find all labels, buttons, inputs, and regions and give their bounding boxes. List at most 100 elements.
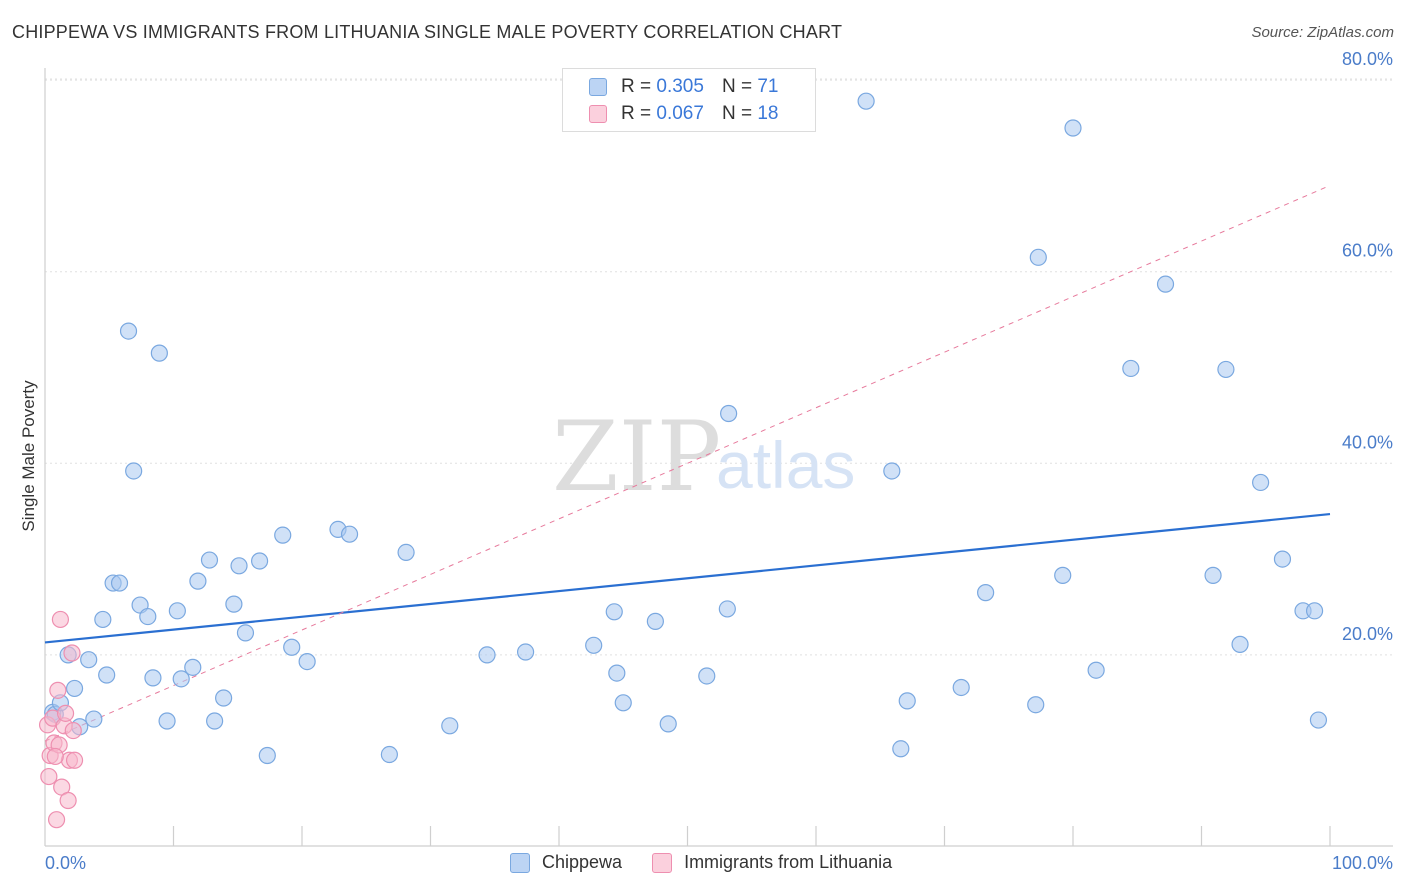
gridlines xyxy=(45,78,1393,656)
point-chippewa xyxy=(110,574,129,592)
point-lithuania xyxy=(63,644,81,662)
point-chippewa xyxy=(1231,635,1249,653)
point-chippewa xyxy=(605,603,623,621)
point-chippewa xyxy=(720,404,738,423)
point-lithuania xyxy=(59,791,77,810)
point-chippewa xyxy=(698,667,716,685)
watermark-zip: ZIP xyxy=(552,401,721,513)
y-tick-label: 40.0% xyxy=(1342,432,1393,452)
point-lithuania xyxy=(56,704,75,722)
point-chippewa xyxy=(1273,550,1292,568)
legend-n-value: 71 xyxy=(757,76,779,97)
point-chippewa xyxy=(1309,711,1328,729)
point-chippewa xyxy=(258,746,276,765)
chart-source: Source: ZipAtlas.com xyxy=(1251,24,1394,41)
point-chippewa xyxy=(441,717,459,735)
correlation-legend: R = 0.305 N = 71 R = 0.067 N = 18 xyxy=(562,68,816,132)
point-chippewa xyxy=(892,740,910,758)
point-chippewa xyxy=(1204,566,1222,584)
point-chippewa xyxy=(1029,248,1047,266)
point-chippewa xyxy=(189,572,207,590)
point-chippewa xyxy=(646,612,664,630)
point-chippewa xyxy=(1217,360,1235,379)
y-tick-label: 80.0% xyxy=(1342,49,1393,69)
data-points xyxy=(38,92,1328,829)
point-chippewa xyxy=(144,669,162,687)
legend-item-chippewa[interactable]: Chippewa xyxy=(510,852,622,873)
watermark-atlas: atlas xyxy=(716,428,855,502)
y-tick-label: 20.0% xyxy=(1342,624,1393,644)
point-chippewa xyxy=(65,679,84,698)
point-chippewa xyxy=(298,653,316,671)
point-chippewa xyxy=(1064,119,1082,137)
legend-r-value: 0.067 xyxy=(656,103,704,124)
legend-label-lithuania: Immigrants from Lithuania xyxy=(684,852,893,872)
point-chippewa xyxy=(172,670,190,688)
point-chippewa xyxy=(898,692,916,710)
point-chippewa xyxy=(1305,602,1324,620)
point-chippewa xyxy=(80,651,98,669)
legend-swatch-chippewa xyxy=(589,78,607,96)
point-chippewa xyxy=(200,551,219,569)
point-chippewa xyxy=(397,543,415,561)
point-chippewa xyxy=(98,666,116,684)
series-legend: Chippewa Immigrants from Lithuania xyxy=(510,852,922,873)
point-chippewa xyxy=(119,322,138,340)
legend-label-chippewa: Chippewa xyxy=(542,852,623,872)
point-chippewa xyxy=(158,712,176,730)
point-chippewa xyxy=(250,552,269,570)
point-lithuania xyxy=(65,751,84,769)
legend-n-label: N = xyxy=(721,76,753,97)
point-chippewa xyxy=(614,694,632,712)
x-tick-label: 100.0% xyxy=(1332,853,1393,873)
point-chippewa xyxy=(274,526,292,544)
watermark: ZIP atlas xyxy=(552,401,855,513)
point-chippewa xyxy=(236,624,255,642)
y-tick-label: 60.0% xyxy=(1342,241,1393,261)
point-chippewa xyxy=(608,664,626,682)
point-chippewa xyxy=(85,710,103,728)
trend-line-lithuania xyxy=(44,185,1331,742)
legend-row-chippewa: R = 0.305 N = 71 xyxy=(589,75,778,99)
point-lithuania xyxy=(40,767,58,786)
tick-labels: 20.0% 40.0% 60.0% 80.0% 0.0% 100.0% xyxy=(45,49,1393,873)
y-axis-label: Single Male Poverty xyxy=(19,380,38,532)
point-chippewa xyxy=(380,745,398,764)
point-chippewa xyxy=(952,678,970,697)
point-lithuania xyxy=(64,721,82,740)
point-chippewa xyxy=(184,658,202,676)
point-chippewa xyxy=(883,462,901,480)
point-chippewa xyxy=(340,525,359,543)
point-chippewa xyxy=(516,643,535,661)
point-chippewa xyxy=(215,689,233,707)
point-lithuania xyxy=(49,681,67,699)
point-chippewa xyxy=(1087,661,1105,679)
point-chippewa xyxy=(659,715,677,733)
point-chippewa xyxy=(857,92,875,110)
point-chippewa xyxy=(1252,473,1270,492)
legend-r-label: R = xyxy=(621,103,652,124)
legend-n-label: N = xyxy=(721,103,753,124)
point-chippewa xyxy=(230,557,248,575)
chart-title: CHIPPEWA VS IMMIGRANTS FROM LITHUANIA SI… xyxy=(12,22,843,42)
point-lithuania xyxy=(46,747,64,766)
point-chippewa xyxy=(1122,359,1140,378)
point-chippewa xyxy=(225,595,243,613)
point-chippewa xyxy=(283,638,301,656)
x-tick-label: 0.0% xyxy=(45,853,86,873)
trend-line-chippewa xyxy=(44,512,1331,644)
legend-item-lithuania[interactable]: Immigrants from Lithuania xyxy=(652,852,892,873)
trend-lines xyxy=(44,185,1331,742)
legend-swatch-lithuania xyxy=(652,852,673,873)
legend-row-lithuania: R = 0.067 N = 18 xyxy=(589,102,778,126)
point-chippewa xyxy=(977,584,995,602)
point-lithuania xyxy=(47,811,66,829)
point-chippewa xyxy=(1027,696,1045,714)
point-chippewa xyxy=(718,600,736,618)
point-chippewa xyxy=(125,462,143,480)
point-chippewa xyxy=(139,607,157,626)
point-chippewa xyxy=(1156,275,1175,293)
point-chippewa xyxy=(478,646,496,664)
point-chippewa xyxy=(94,610,112,629)
